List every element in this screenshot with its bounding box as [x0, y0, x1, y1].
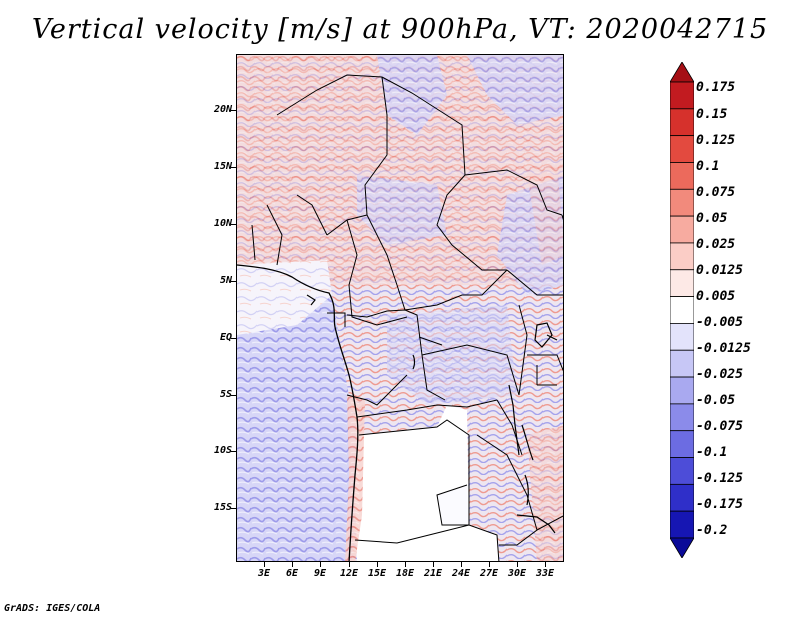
map-panel [236, 54, 564, 562]
colorbar-label: 0.0125 [696, 263, 743, 278]
colorbar-segment [670, 108, 694, 137]
lon-tick [433, 562, 434, 567]
colorbar-segment [670, 430, 694, 458]
lat-label-eq: EQ [219, 332, 232, 343]
lat-tick [231, 110, 236, 111]
colorbar-label: 0.075 [696, 185, 736, 200]
colorbar-segment [670, 242, 694, 271]
lon-label-21e: 21E [423, 568, 443, 579]
lat-tick [231, 167, 236, 168]
colorbar-label: -0.2 [696, 523, 728, 538]
colorbar-label: -0.1 [696, 445, 728, 460]
colorbar-segment [670, 162, 694, 190]
colorbar-label: -0.05 [696, 393, 736, 408]
lat-tick [231, 224, 236, 225]
lon-label-30e: 30E [507, 568, 527, 579]
lon-label-12e: 12E [339, 568, 359, 579]
lon-label-33e: 33E [535, 568, 555, 579]
colorbar-segment [670, 376, 694, 405]
lon-tick [292, 562, 293, 567]
velocity-field-map [237, 55, 563, 561]
lat-tick [231, 451, 236, 452]
colorbar-label: -0.025 [696, 367, 743, 382]
colorbar-segment [670, 323, 694, 351]
lon-label-24e: 24E [451, 568, 471, 579]
colorbar-segment [670, 62, 694, 83]
lat-label-15n: 15N [213, 161, 232, 172]
colorbar-segment [670, 457, 694, 485]
lon-tick [264, 562, 265, 567]
colorbar-label: 0.1 [696, 159, 720, 174]
footer-credit: GrADS: IGES/COLA [4, 603, 101, 614]
lat-tick [231, 508, 236, 509]
lon-tick [349, 562, 350, 567]
colorbar-label: 0.025 [696, 237, 736, 252]
lat-label-15s: 15S [213, 502, 232, 513]
lat-label-10s: 10S [213, 445, 232, 456]
lon-tick [461, 562, 462, 567]
colorbar-label: 0.005 [696, 289, 736, 304]
lon-tick [517, 562, 518, 567]
lon-label-3e: 3E [257, 568, 271, 579]
lon-tick [377, 562, 378, 567]
colorbar [670, 62, 694, 558]
colorbar-segment [670, 349, 694, 378]
colorbar-segment [670, 483, 694, 512]
colorbar-label: 0.15 [696, 107, 728, 122]
lon-label-6e: 6E [285, 568, 299, 579]
colorbar-segment [670, 81, 694, 110]
lon-label-27e: 27E [479, 568, 499, 579]
colorbar-label: -0.175 [696, 497, 743, 512]
lat-label-10n: 10N [213, 218, 232, 229]
colorbar-segment [670, 296, 694, 324]
lon-tick [405, 562, 406, 567]
lat-tick [231, 338, 236, 339]
lat-label-20n: 20N [213, 104, 232, 115]
colorbar-label: -0.005 [696, 315, 743, 330]
colorbar-segment [670, 135, 694, 163]
colorbar-segment [670, 403, 694, 432]
lon-tick [489, 562, 490, 567]
colorbar-label: 0.175 [696, 80, 736, 95]
colorbar-segment [670, 215, 694, 244]
lat-label-5n: 5N [219, 275, 232, 286]
lat-label-5s: 5S [219, 389, 232, 400]
colorbar-label: 0.125 [696, 133, 736, 148]
lat-tick [231, 395, 236, 396]
colorbar-segment [670, 188, 694, 217]
lon-label-15e: 15E [367, 568, 387, 579]
chart-title: Vertical velocity [m/s] at 900hPa, VT: 2… [31, 14, 769, 45]
lon-tick [545, 562, 546, 567]
colorbar-segment [670, 510, 694, 539]
lon-label-18e: 18E [395, 568, 415, 579]
colorbar-segment [670, 537, 694, 558]
colorbar-label: -0.0125 [696, 341, 751, 356]
colorbar-segment [670, 269, 694, 297]
lon-label-9e: 9E [313, 568, 327, 579]
colorbar-label: -0.125 [696, 471, 743, 486]
colorbar-label: 0.05 [696, 211, 728, 226]
colorbar-label: -0.075 [696, 419, 743, 434]
lon-tick [320, 562, 321, 567]
lat-tick [231, 281, 236, 282]
